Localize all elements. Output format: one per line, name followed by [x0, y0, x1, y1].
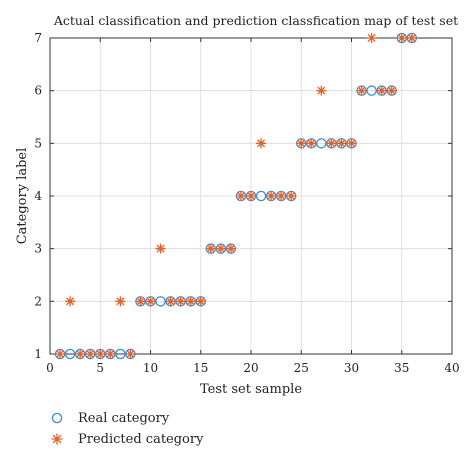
predicted-category-point — [286, 191, 297, 201]
predicted-category-point — [205, 243, 216, 254]
real-category-point — [366, 85, 377, 96]
predicted-category-point — [165, 296, 176, 307]
predicted-category-point — [346, 138, 357, 149]
predicted-category-point — [376, 85, 387, 96]
x-tick-label: 5 — [96, 361, 104, 375]
x-tick-label: 10 — [143, 361, 158, 375]
real-category-point — [155, 296, 166, 307]
predicted-category-point — [155, 243, 166, 254]
predicted-category-point — [55, 349, 66, 359]
x-tick-label: 15 — [193, 361, 208, 375]
predicted-category-point — [65, 296, 76, 307]
predicted-category-point — [316, 85, 327, 96]
predicted-category-point — [326, 138, 337, 149]
predicted-category-point — [266, 191, 277, 201]
predicted-category-point — [85, 349, 96, 359]
x-tick-label: 30 — [344, 361, 359, 375]
predicted-category-point — [145, 296, 156, 307]
y-tick-label: 7 — [34, 31, 42, 45]
legend-real-label: Real category — [78, 411, 170, 426]
real-category-point — [255, 190, 267, 202]
x-tick-label: 0 — [46, 361, 54, 375]
chart-title: Actual classification and prediction cla… — [53, 13, 458, 28]
predicted-category-point — [195, 296, 206, 307]
legend-real-marker — [51, 412, 63, 424]
x-tick-label: 40 — [444, 361, 459, 375]
y-tick-label: 2 — [34, 294, 42, 308]
real-category-point — [115, 348, 126, 360]
predicted-category-point — [396, 33, 407, 43]
predicted-category-point — [276, 191, 287, 201]
y-tick-label: 5 — [34, 136, 42, 150]
x-tick-label: 35 — [394, 361, 409, 375]
predicted-category-point — [336, 138, 347, 149]
predicted-category-point — [235, 191, 246, 201]
legend: Real category Predicted category — [51, 411, 204, 447]
predicted-category-point — [75, 349, 86, 359]
grid-lines — [50, 38, 452, 354]
predicted-category-point — [296, 138, 307, 149]
predicted-category-point — [246, 191, 256, 201]
y-tick-label: 1 — [34, 347, 42, 361]
y-tick-label: 4 — [34, 189, 42, 203]
predicted-category-point — [225, 243, 236, 254]
predicted-category-point — [306, 138, 317, 149]
predicted-category-point — [406, 33, 417, 43]
predicted-category-point — [256, 138, 267, 149]
y-tick-label: 3 — [34, 242, 42, 256]
y-tick-label: 6 — [34, 84, 42, 98]
predicted-category-point — [356, 85, 367, 96]
legend-predicted-label: Predicted category — [78, 432, 204, 447]
predicted-category-point — [135, 296, 146, 307]
predicted-category-point — [185, 296, 196, 307]
predicted-category-point — [386, 85, 397, 96]
legend-predicted-marker — [51, 433, 63, 445]
predicted-category-point — [366, 33, 377, 43]
predicted-category-point — [215, 243, 226, 254]
x-tick-label: 25 — [294, 361, 309, 375]
x-axis-label: Test set sample — [200, 382, 302, 397]
predicted-category-point — [105, 349, 116, 359]
predicted-category-point — [95, 349, 106, 359]
real-category-point — [64, 348, 76, 360]
data-marks — [54, 32, 418, 360]
predicted-category-point — [115, 296, 126, 307]
real-category-point — [316, 138, 327, 149]
predicted-category-point — [175, 296, 186, 307]
axis-ticks: 0 5 10 15 20 25 30 35 40 1 2 3 4 5 6 7 — [34, 31, 459, 375]
asterisk-icon — [51, 433, 63, 445]
predicted-category-point — [125, 349, 136, 359]
x-tick-label: 20 — [243, 361, 258, 375]
y-axis-label: Category label — [15, 148, 30, 245]
